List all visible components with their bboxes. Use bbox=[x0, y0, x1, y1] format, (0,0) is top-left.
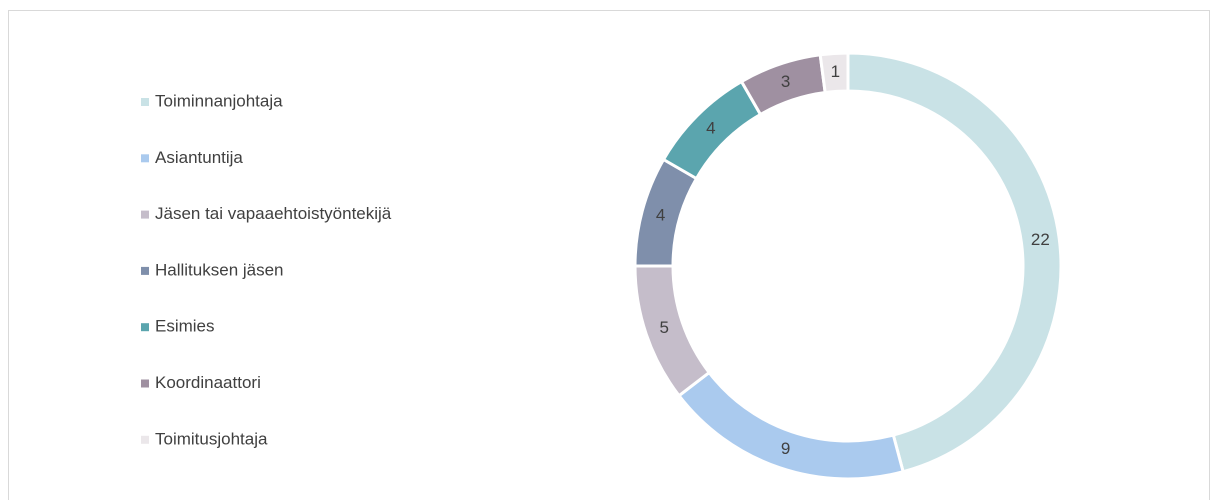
legend-swatch bbox=[141, 435, 149, 444]
legend-label: Toiminnanjohtaja bbox=[155, 91, 283, 110]
donut-slice bbox=[846, 51, 1063, 474]
legend-swatch bbox=[141, 323, 149, 332]
data-label: 4 bbox=[706, 118, 715, 137]
legend-label: Jäsen tai vapaaehtoistyöntekijä bbox=[155, 204, 392, 223]
data-label: 5 bbox=[660, 318, 669, 337]
legend-label: Asiantuntija bbox=[155, 148, 243, 167]
data-label: 1 bbox=[831, 62, 840, 81]
data-label: 22 bbox=[1031, 230, 1050, 249]
legend-swatch bbox=[141, 98, 149, 106]
legend-label: Koordinaattori bbox=[155, 373, 261, 392]
legend-label: Esimies bbox=[155, 317, 215, 336]
chart-frame bbox=[8, 10, 1210, 500]
legend-swatch bbox=[141, 210, 149, 219]
legend-swatch bbox=[141, 154, 149, 163]
data-label: 4 bbox=[656, 205, 665, 224]
legend-swatch bbox=[141, 379, 149, 388]
data-label: 9 bbox=[781, 439, 790, 458]
legend-label: Hallituksen jäsen bbox=[155, 260, 284, 279]
donut-slice bbox=[818, 51, 850, 95]
legend-swatch bbox=[141, 266, 149, 275]
legend-label: Toimitusjohtaja bbox=[155, 429, 268, 448]
data-label: 3 bbox=[781, 72, 790, 91]
